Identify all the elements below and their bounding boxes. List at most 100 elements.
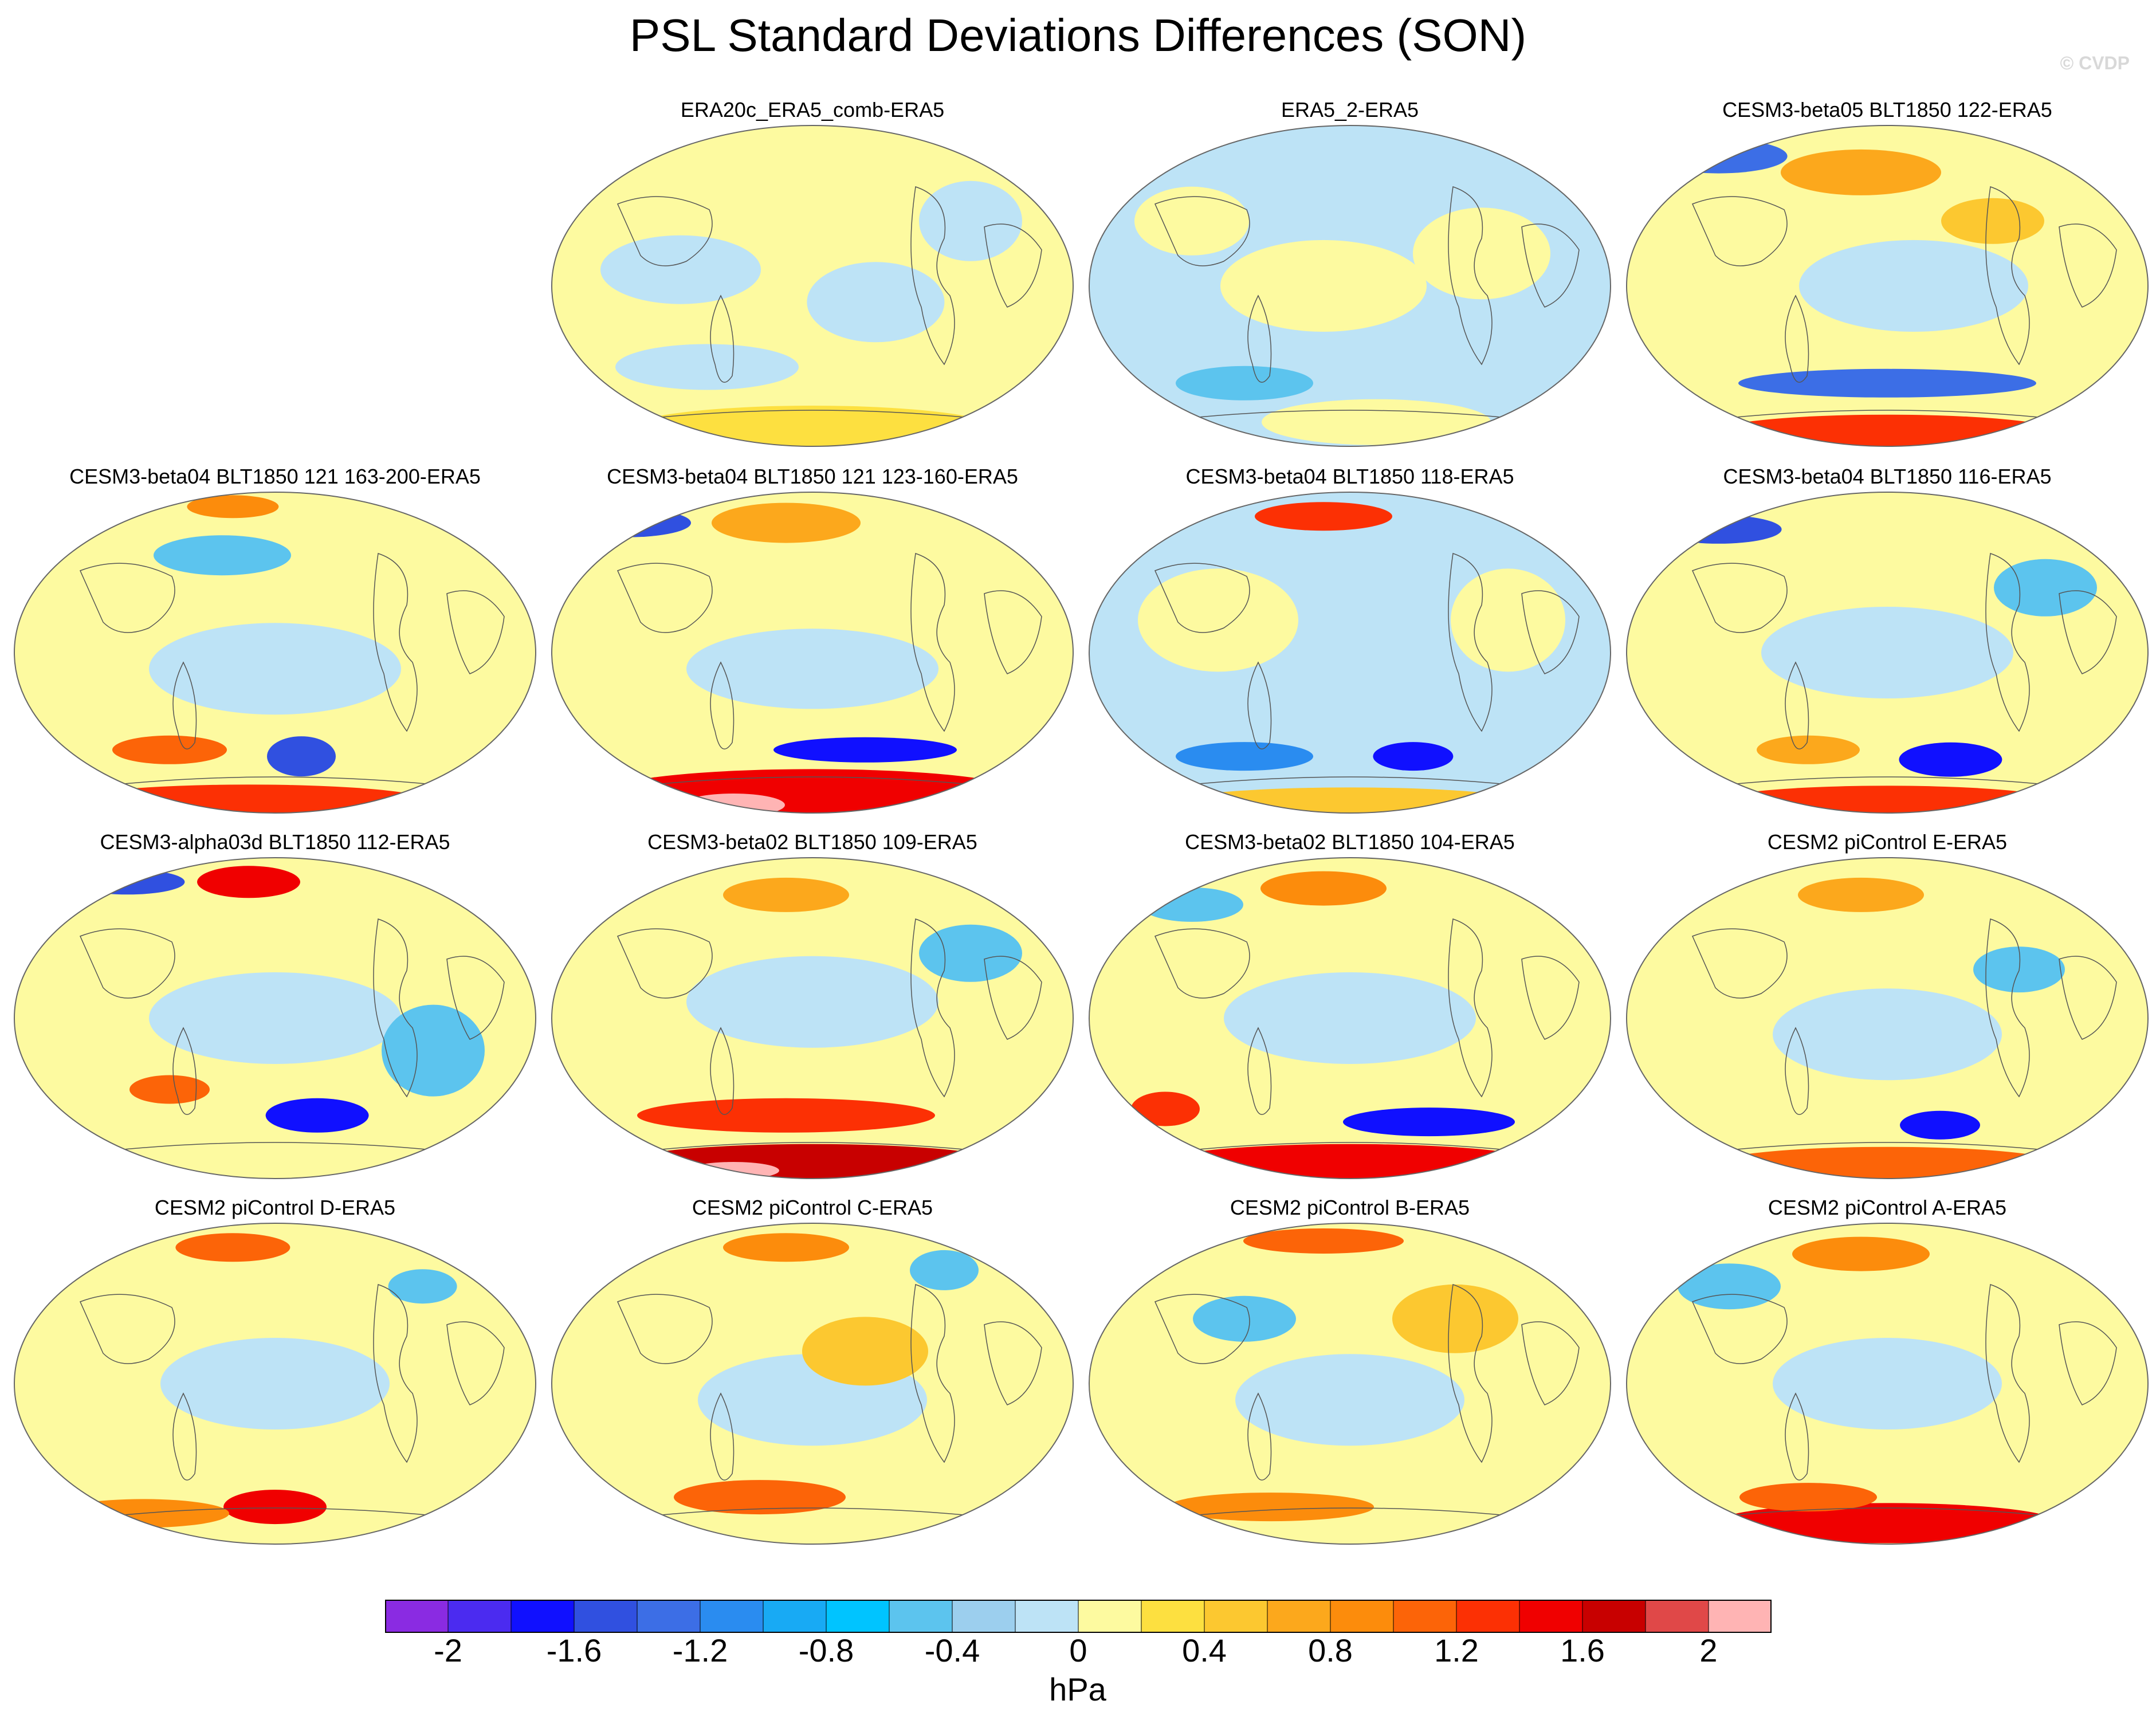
coastline: [910, 918, 955, 1098]
coastline: [172, 661, 197, 749]
colorbar-box: [1582, 1600, 1646, 1633]
coastline: [373, 918, 418, 1098]
coastline: [710, 1027, 735, 1115]
map-outline: [1089, 125, 1611, 447]
map-outline: [14, 857, 536, 1179]
coastline: [1521, 223, 1580, 308]
map-panel: CESM3-beta04 BLT1850 118-ERA5: [1086, 464, 1613, 831]
map-outline: [1626, 125, 2149, 447]
coastline: [910, 1284, 955, 1463]
panel-title: CESM3-beta04 BLT1850 121 163-200-ERA5: [69, 465, 481, 488]
panel-title: CESM2 piControl B-ERA5: [1230, 1196, 1470, 1219]
coastline: [1247, 661, 1272, 749]
coastline: [79, 563, 175, 633]
map-outline: [1089, 1223, 1611, 1545]
coastline: [1448, 1284, 1493, 1463]
map-panel: CESM3-beta02 BLT1850 109-ERA5: [549, 830, 1076, 1196]
coastline: [1785, 1027, 1809, 1115]
colorbar-box: [1267, 1600, 1330, 1633]
anomaly-contour: [1243, 1228, 1404, 1254]
anomaly-contour: [1176, 366, 1313, 400]
map-panel: CESM3-beta04 BLT1850 121 123-160-ERA5: [549, 464, 1076, 831]
coastline: [80, 776, 470, 789]
anomaly-contour: [674, 1480, 846, 1515]
anomaly-contour: [1262, 399, 1491, 445]
coastline: [1785, 661, 1809, 749]
coastline: [1247, 1027, 1272, 1115]
anomaly-contour: [1140, 887, 1243, 922]
colorbar-tick-label: 1.6: [1560, 1632, 1605, 1668]
figure-title: PSL Standard Deviations Differences (SON…: [629, 10, 1527, 61]
coastline: [1985, 186, 2030, 366]
map-panel: CESM3-beta02 BLT1850 104-ERA5: [1086, 830, 1613, 1196]
anomaly-contour: [1739, 1483, 1877, 1512]
coastline: [616, 928, 713, 999]
panel-title: CESM3-beta02 BLT1850 104-ERA5: [1185, 830, 1515, 854]
colorbar-box: [574, 1600, 637, 1633]
colorbar-box: [700, 1600, 763, 1633]
anomaly-contour: [637, 1098, 935, 1133]
coastline: [1247, 294, 1272, 383]
anomaly-contour: [723, 877, 849, 912]
colorbar-tick-label: 0.4: [1182, 1632, 1227, 1668]
credit-watermark: © CVDP: [2060, 53, 2130, 73]
coastline: [373, 1284, 418, 1463]
coastline: [984, 590, 1042, 674]
coastline: [446, 956, 505, 1040]
colorbar-box: [1646, 1600, 1709, 1633]
map-outline: [1626, 857, 2149, 1179]
robinson-map: [1089, 492, 1611, 814]
coastline: [1448, 553, 1493, 732]
coastline: [984, 956, 1042, 1040]
anomaly-contour: [1392, 1284, 1518, 1353]
map-panel: CESM2 piControl B-ERA5: [1086, 1195, 1613, 1562]
coastline: [617, 410, 1008, 422]
map-outline: [1089, 857, 1611, 1179]
anomaly-contour: [1715, 414, 2059, 446]
coastline: [1154, 928, 1250, 999]
coastline: [1691, 1294, 1788, 1364]
anomaly-contour: [382, 1004, 485, 1097]
anomaly-contour: [70, 869, 185, 895]
map-panel: CESM2 piControl C-ERA5: [549, 1195, 1076, 1562]
anomaly-contour: [1168, 1493, 1374, 1522]
anomaly-contour: [1655, 515, 1782, 544]
anomaly-contour: [600, 235, 761, 304]
map-outline: [551, 857, 1074, 1179]
anomaly-contour: [1761, 607, 2013, 698]
coastline: [1521, 1321, 1580, 1405]
map-outline: [14, 1223, 536, 1545]
anomaly-contour: [187, 495, 279, 519]
anomaly-contour: [1193, 1295, 1296, 1342]
anomaly-contour: [1792, 1236, 1930, 1271]
anomaly-contour: [149, 623, 401, 715]
anomaly-contour: [1235, 1354, 1464, 1446]
anomaly-contour: [1798, 877, 1924, 912]
anomaly-contour: [129, 1075, 210, 1104]
anomaly-contour: [1799, 240, 2028, 332]
robinson-map: [551, 492, 1074, 814]
robinson-map: [1626, 125, 2149, 447]
colorbar-box: [763, 1600, 826, 1633]
colorbar-box: [637, 1600, 700, 1633]
anomaly-contour: [388, 1269, 457, 1304]
colorbar-box: [826, 1600, 889, 1633]
anomaly-contour: [910, 1250, 979, 1290]
coastline: [1985, 918, 2030, 1098]
colorbar-box: [1456, 1600, 1519, 1633]
map-panel: ERA20c_ERA5_comb-ERA5: [549, 97, 1076, 464]
panel-title: ERA5_2-ERA5: [1281, 98, 1419, 121]
anomaly-contour: [223, 1490, 327, 1525]
coastline: [617, 1142, 1008, 1154]
anomaly-contour: [773, 737, 957, 763]
map-outline: [14, 492, 536, 814]
coastline: [1154, 196, 1250, 266]
anomaly-contour: [1715, 1503, 2059, 1544]
robinson-map: [1626, 1223, 2149, 1545]
colorbar-tick-label: 0.8: [1308, 1632, 1353, 1668]
coastline: [1692, 1142, 2083, 1154]
map-outline: [1626, 492, 2149, 814]
map-panel: CESM3-beta05 BLT1850 122-ERA5: [1624, 97, 2151, 464]
coastline: [1785, 1392, 1809, 1480]
colorbar-box: [1519, 1600, 1582, 1633]
